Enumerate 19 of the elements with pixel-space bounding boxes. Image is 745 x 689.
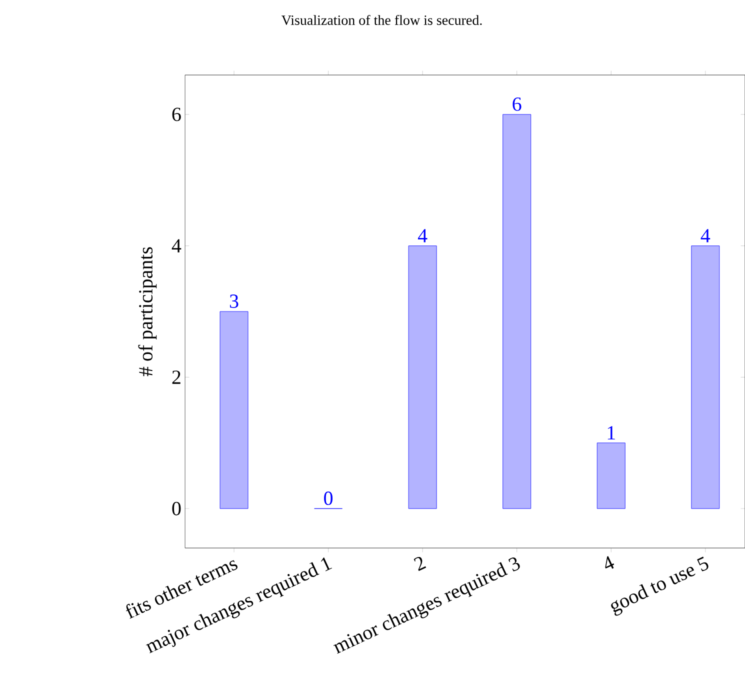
bar [408, 246, 437, 509]
data-label: 3 [230, 294, 238, 308]
data-label: 1 [608, 426, 615, 440]
y-tick-label: 2 [172, 370, 180, 384]
y-tick-label: 6 [172, 108, 181, 122]
data-label: 4 [418, 229, 428, 242]
bar [596, 442, 626, 509]
data-label: 0 [324, 492, 333, 506]
data-label: 6 [512, 97, 522, 111]
bar [220, 311, 248, 509]
y-tick-label: 4 [172, 239, 182, 252]
data-label: 4 [700, 229, 710, 242]
bar [502, 114, 532, 509]
y-axis-title: # of participants [138, 247, 157, 376]
bar [691, 246, 720, 509]
y-tick-label: 0 [172, 502, 181, 516]
x-tick-label: 2 [414, 556, 426, 572]
chart-title: Visualization of the flow is secured. [281, 14, 482, 26]
x-tick-label: 4 [605, 556, 614, 569]
